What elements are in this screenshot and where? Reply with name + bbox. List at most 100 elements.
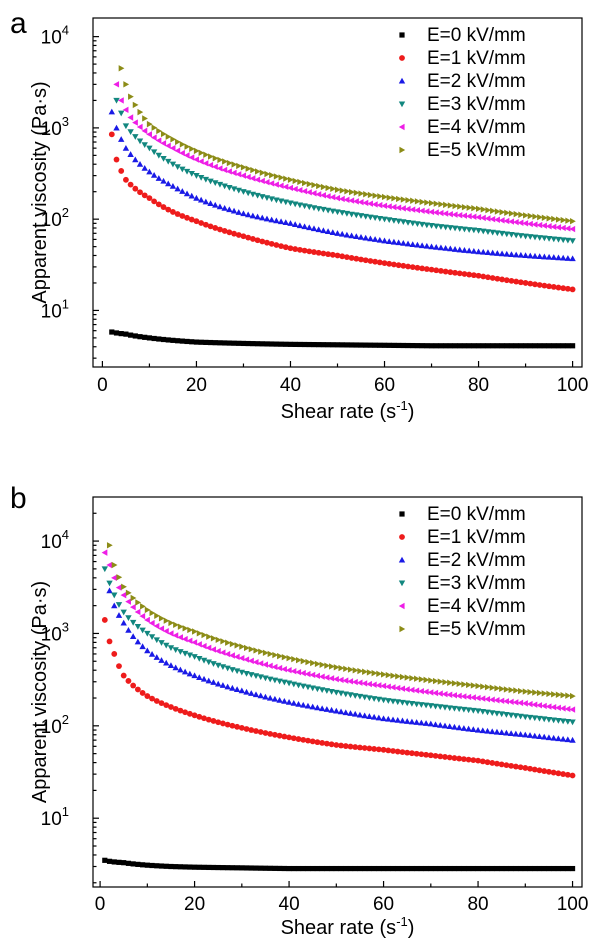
- data-point: [167, 630, 174, 637]
- data-point: [339, 230, 346, 237]
- data-point: [564, 225, 571, 232]
- data-point: [470, 213, 477, 220]
- data-point: [198, 149, 205, 157]
- data-point: [155, 152, 163, 159]
- data-point: [300, 865, 306, 872]
- data-point: [353, 212, 360, 219]
- data-point: [301, 341, 308, 348]
- data-point: [141, 165, 148, 171]
- data-point: [390, 865, 396, 872]
- data-point: [295, 656, 302, 664]
- data-point: [306, 341, 312, 348]
- data-point: [191, 712, 198, 719]
- data-point: [442, 210, 449, 217]
- data-point: [134, 638, 142, 645]
- data-point: [447, 225, 454, 231]
- data-point: [522, 220, 529, 227]
- data-point: [532, 281, 538, 288]
- data-point: [224, 665, 231, 672]
- data-point: [286, 734, 292, 741]
- data-point: [192, 628, 198, 635]
- data-point: [257, 729, 264, 735]
- data-point: [304, 702, 312, 709]
- data-point: [442, 865, 448, 872]
- data-point: [163, 702, 170, 709]
- data-point: [292, 177, 299, 185]
- data-point: [132, 333, 138, 339]
- data-point: [320, 227, 327, 234]
- data-point: [106, 638, 113, 645]
- data-point: [428, 199, 435, 207]
- data-point: [179, 338, 185, 344]
- data-point: [113, 97, 120, 104]
- data-point: [522, 714, 529, 721]
- data-point: [527, 212, 534, 220]
- data-point: [333, 664, 340, 671]
- data-point: [127, 114, 134, 121]
- data-point: [221, 228, 228, 234]
- data-point: [150, 134, 157, 141]
- x-tick-label: 40: [280, 375, 301, 396]
- data-point: [216, 181, 224, 188]
- data-point: [337, 676, 344, 684]
- x-axis-title-text: Shear rate (s: [281, 401, 397, 423]
- data-point: [290, 668, 297, 675]
- data-point: [225, 865, 231, 871]
- data-point: [193, 156, 200, 163]
- data-point: [343, 665, 349, 673]
- data-point: [394, 684, 401, 692]
- data-point: [182, 864, 188, 870]
- data-point: [184, 338, 190, 345]
- data-point: [550, 769, 557, 776]
- data-point: [413, 701, 420, 708]
- data-point: [309, 671, 316, 679]
- data-point: [446, 691, 453, 698]
- data-point: [461, 681, 468, 688]
- data-point: [229, 865, 235, 871]
- data-point: [296, 186, 303, 194]
- data-point: [466, 343, 472, 349]
- data-point: [418, 865, 424, 872]
- data-point: [153, 654, 160, 660]
- legend-label: E=0 kV/mm: [427, 25, 526, 46]
- data-point: [546, 768, 552, 775]
- data-point: [550, 254, 557, 260]
- data-point: [144, 630, 151, 637]
- data-point: [163, 642, 170, 649]
- data-point: [156, 336, 162, 342]
- data-point: [386, 260, 393, 267]
- data-point: [191, 672, 198, 679]
- data-point: [409, 241, 416, 247]
- data-point: [140, 862, 146, 868]
- data-point: [423, 266, 430, 272]
- data-point: [433, 200, 440, 207]
- data-point: [286, 865, 292, 872]
- data-point: [353, 255, 360, 262]
- data-point: [503, 698, 509, 705]
- data-point: [295, 700, 302, 707]
- data-point: [196, 864, 202, 870]
- data-point: [155, 175, 163, 181]
- data-point: [158, 640, 165, 646]
- data-point: [296, 246, 303, 253]
- data-point: [189, 339, 195, 345]
- data-point: [451, 705, 458, 712]
- data-point: [200, 642, 207, 650]
- data-point: [484, 215, 491, 222]
- data-point: [249, 175, 256, 182]
- data-point: [183, 168, 191, 175]
- y-tick-exponent: 2: [62, 205, 69, 220]
- y-tick-base: 10: [41, 119, 62, 140]
- data-point: [569, 238, 576, 244]
- data-point: [396, 342, 402, 349]
- data-point: [376, 865, 382, 872]
- x-tick-label: 20: [186, 375, 207, 396]
- data-point: [240, 210, 247, 217]
- data-point: [188, 154, 195, 161]
- data-point: [125, 860, 132, 866]
- data-point: [325, 184, 332, 192]
- data-point: [437, 690, 443, 697]
- data-point: [248, 865, 254, 871]
- data-point: [413, 687, 420, 694]
- data-point: [310, 659, 316, 667]
